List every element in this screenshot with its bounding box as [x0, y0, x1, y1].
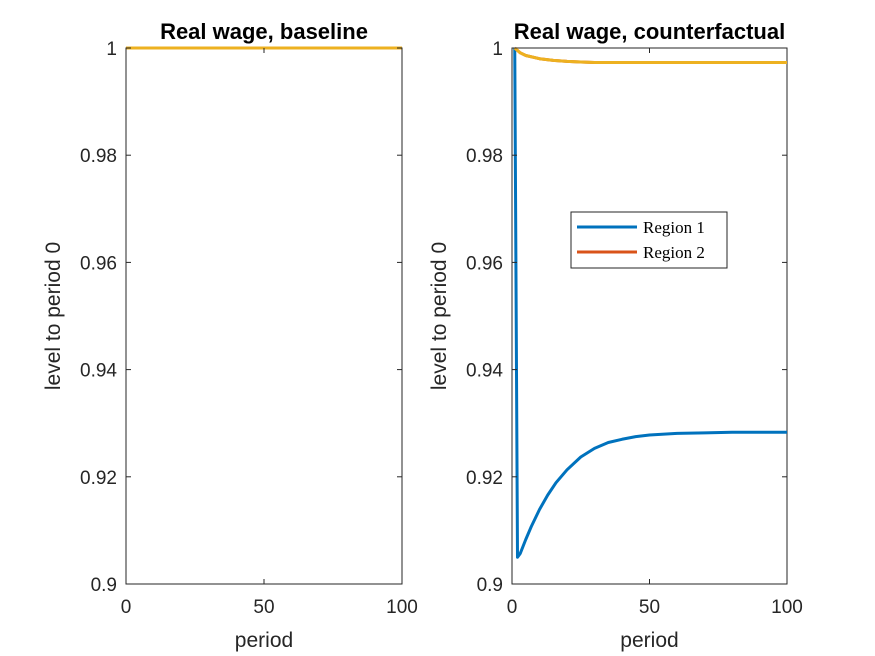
tick-layer-counterfactual: 0 50 100 0.9 0.92 0.94 0.96 0.98 1: [466, 39, 803, 618]
x-tick-label-baseline: 50: [253, 597, 274, 618]
series-line-counterfactual-1: [513, 47, 787, 559]
axes-box-counterfactual: [511, 47, 788, 585]
x-axis-label-counterfactual: period: [620, 629, 678, 652]
y-tick-label-baseline: 0.96: [80, 253, 117, 274]
x-axis-label-baseline: period: [235, 629, 293, 652]
chart-title-baseline: Real wage, baseline: [160, 19, 368, 44]
y-axis-label-baseline: level to period 0: [42, 242, 65, 390]
y-tick-label-baseline: 0.92: [80, 468, 117, 489]
legend-label-region-2: Region 2: [643, 243, 705, 262]
chart-title-counterfactual: Real wage, counterfactual: [514, 19, 785, 44]
legend-label-region-1: Region 1: [643, 218, 705, 237]
y-tick-label-counterfactual: 0.96: [466, 253, 503, 274]
panel-baseline: 0 50 100 0.9 0.92 0.94 0.96 0.98 1 Real wage, ba…: [42, 19, 418, 652]
x-tick-label-counterfactual: 0: [507, 597, 518, 618]
y-tick-label-baseline: 0.94: [80, 361, 117, 382]
y-tick-label-baseline: 0.98: [80, 146, 117, 167]
x-tick-label-counterfactual: 50: [639, 597, 660, 618]
y-tick-label-counterfactual: 0.9: [477, 575, 503, 596]
x-tick-label-counterfactual: 100: [771, 597, 803, 618]
y-tick-label-counterfactual: 1: [492, 39, 503, 60]
series-line-counterfactual-3: [513, 46, 787, 64]
y-tick-label-counterfactual: 0.92: [466, 468, 503, 489]
y-tick-label-counterfactual: 0.94: [466, 361, 503, 382]
panel-counterfactual: 0 50 100 0.9 0.92 0.94 0.96 0.98 1 Real wage, co…: [428, 19, 803, 652]
legend: Region 1 Region 2: [570, 211, 728, 269]
tick-layer-baseline: 0 50 100 0.9 0.92 0.94 0.96 0.98 1: [80, 39, 418, 618]
axes-box-baseline: [125, 47, 403, 585]
legend-box: [570, 211, 728, 269]
y-axis-label-counterfactual: level to period 0: [428, 242, 451, 390]
y-tick-label-counterfactual: 0.98: [466, 146, 503, 167]
series-layer-counterfactual: [513, 46, 787, 559]
x-tick-label-baseline: 100: [386, 597, 418, 618]
y-tick-label-baseline: 1: [106, 39, 117, 60]
y-tick-label-baseline: 0.9: [91, 575, 117, 596]
x-tick-label-baseline: 0: [121, 597, 132, 618]
